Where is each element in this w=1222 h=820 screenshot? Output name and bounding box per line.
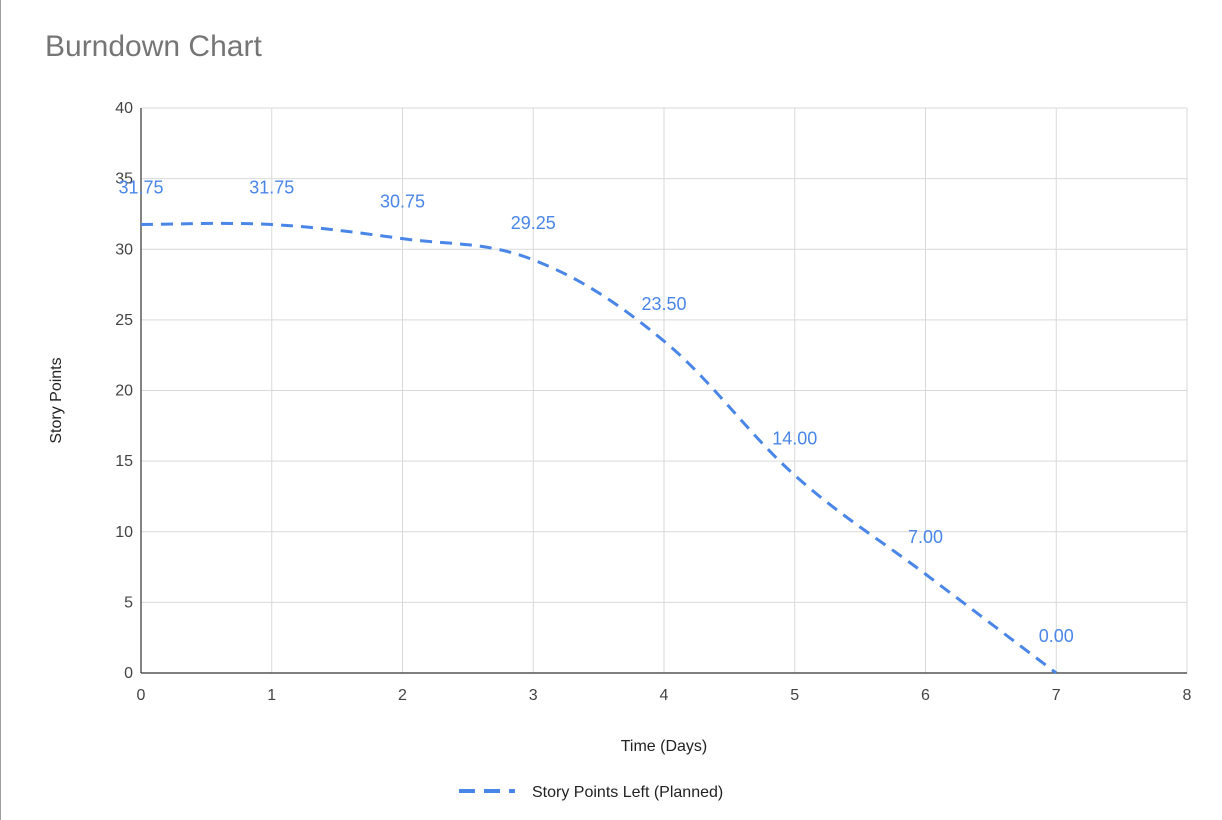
y-axis-label: Story Points [48,357,65,443]
x-tick-label-0: 0 [137,687,146,704]
data-label-0: 31.75 [118,178,163,198]
data-label-4: 23.50 [641,294,686,314]
legend-label-0: Story Points Left (Planned) [532,784,723,801]
x-tick-label-7: 7 [1052,687,1061,704]
x-tick-label-5: 5 [790,687,799,704]
x-tick-label-1: 1 [267,687,276,704]
data-label-5: 14.00 [772,428,817,448]
y-tick-label-35: 35 [115,171,133,188]
x-tick-label-3: 3 [529,687,538,704]
x-tick-label-6: 6 [921,687,930,704]
data-label-6: 7.00 [908,527,943,547]
x-tick-label-2: 2 [398,687,407,704]
data-label-2: 30.75 [380,192,425,212]
data-label-7: 0.00 [1039,626,1074,646]
y-tick-label-40: 40 [115,100,133,117]
x-tick-label-4: 4 [660,687,669,704]
y-tick-label-30: 30 [115,241,133,258]
y-tick-label-25: 25 [115,312,133,329]
data-label-1: 31.75 [249,178,294,198]
y-tick-label-15: 15 [115,453,133,470]
x-axis-label: Time (Days) [621,738,708,755]
x-tick-label-8: 8 [1183,687,1192,704]
series-line-0 [140,221,1058,675]
y-tick-label-5: 5 [124,594,133,611]
y-tick-label-10: 10 [115,524,133,541]
data-label-3: 29.25 [511,213,556,233]
y-tick-label-0: 0 [124,665,133,682]
y-tick-label-20: 20 [115,383,133,400]
chart-title: Burndown Chart [45,30,262,63]
